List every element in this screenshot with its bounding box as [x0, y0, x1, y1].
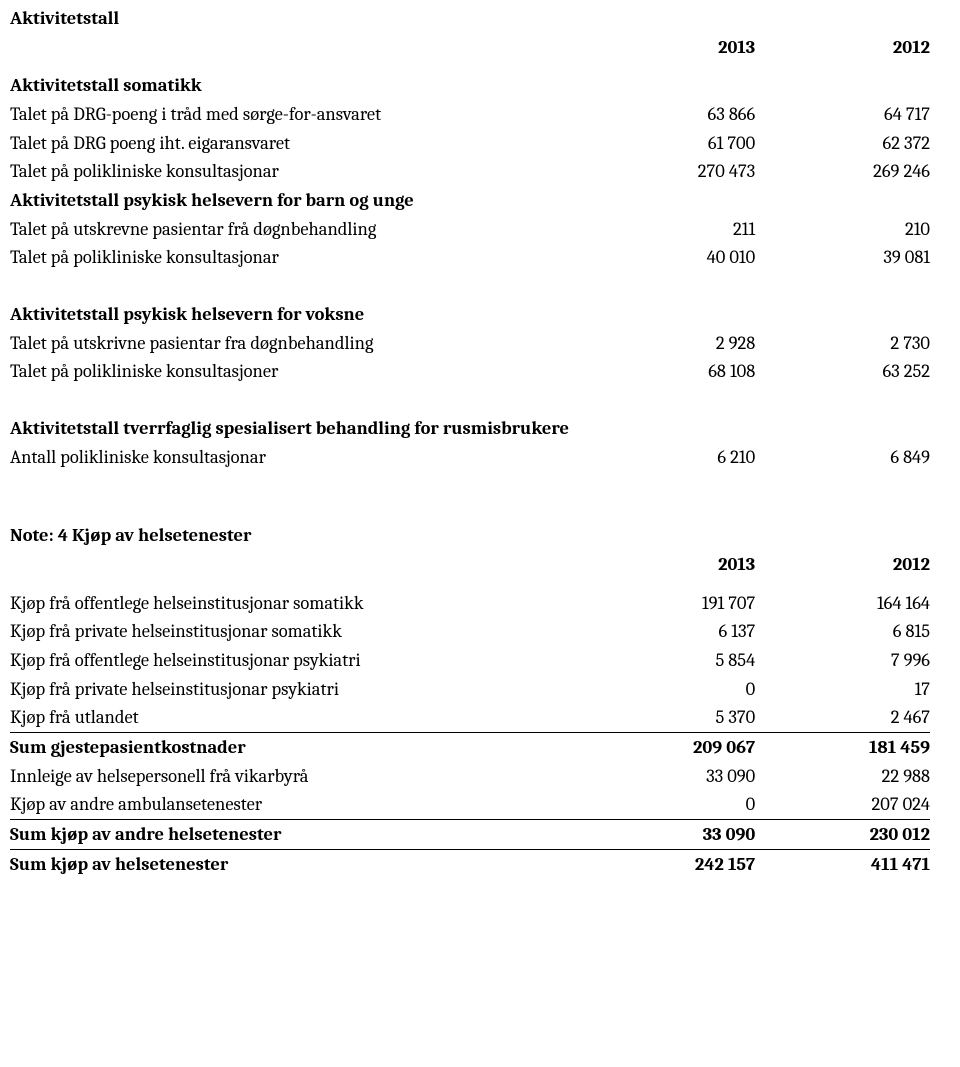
row-label: Antall polikliniske konsultasjonar — [10, 443, 580, 472]
table-row: Kjøp frå utlandet 5 370 2 467 — [10, 703, 930, 732]
sum-row: Sum kjøp av helsetenester 242 157 411 47… — [10, 849, 930, 878]
aktivitetstall-table: Aktivitetstall 2013 2012 Aktivitetstall … — [10, 4, 930, 471]
row-value: 61 700 — [580, 129, 755, 158]
table-row: Talet på DRG-poeng i tråd med sørge-for-… — [10, 100, 930, 129]
row-value: 2 928 — [580, 329, 755, 358]
row-value: 207 024 — [755, 790, 930, 819]
table-row: Kjøp frå private helseinstitusjonar soma… — [10, 617, 930, 646]
row-value: 0 — [580, 675, 755, 704]
sum-label: Sum gjestepasientkostnader — [10, 733, 580, 762]
row-value: 68 108 — [580, 357, 755, 386]
sum-label: Sum kjøp av helsetenester — [10, 849, 580, 878]
sum-row: Sum kjøp av andre helsetenester 33 090 2… — [10, 820, 930, 850]
row-label: Talet på polikliniske konsultasjoner — [10, 357, 580, 386]
row-value: 64 717 — [755, 100, 930, 129]
row-value: 5 854 — [580, 646, 755, 675]
row-label: Talet på DRG poeng iht. eigaransvaret — [10, 129, 580, 158]
section-spacer — [10, 471, 930, 521]
row-value: 6 137 — [580, 617, 755, 646]
year-header-2: 2012 — [755, 550, 930, 579]
sum-value: 181 459 — [755, 733, 930, 762]
table-row: Talet på utskrivne pasientar fra døgnbeh… — [10, 329, 930, 358]
psykisk-voksne-heading: Aktivitetstall psykisk helsevern for vok… — [10, 300, 580, 329]
row-label: Kjøp av andre ambulansetenester — [10, 790, 580, 819]
row-value: 211 — [580, 215, 755, 244]
table-row: Innleige av helsepersonell frå vikarbyrå… — [10, 762, 930, 791]
row-value: 2 467 — [755, 703, 930, 732]
row-value: 39 081 — [755, 243, 930, 272]
year-header-1: 2013 — [580, 33, 755, 62]
table-row: Kjøp av andre ambulansetenester 0 207 02… — [10, 790, 930, 819]
note4-table: Note: 4 Kjøp av helsetenester 2013 2012 … — [10, 521, 930, 878]
sum-value: 209 067 — [580, 733, 755, 762]
row-value: 210 — [755, 215, 930, 244]
table-row: Kjøp frå private helseinstitusjonar psyk… — [10, 675, 930, 704]
row-value: 5 370 — [580, 703, 755, 732]
aktivitetstall-title: Aktivitetstall — [10, 4, 580, 33]
row-value: 63 866 — [580, 100, 755, 129]
row-value: 6 210 — [580, 443, 755, 472]
row-label: Kjøp frå offentlege helseinstitusjonar s… — [10, 589, 580, 618]
row-value: 164 164 — [755, 589, 930, 618]
row-value: 7 996 — [755, 646, 930, 675]
row-value: 2 730 — [755, 329, 930, 358]
document-page: Aktivitetstall 2013 2012 Aktivitetstall … — [0, 0, 960, 908]
row-value: 0 — [580, 790, 755, 819]
somatikk-heading: Aktivitetstall somatikk — [10, 71, 580, 100]
note4-title: Note: 4 Kjøp av helsetenester — [10, 521, 580, 550]
table-row: Talet på utskrevne pasientar frå døgnbeh… — [10, 215, 930, 244]
table-row: Talet på polikliniske konsultasjonar 270… — [10, 157, 930, 186]
row-label: Talet på utskrevne pasientar frå døgnbeh… — [10, 215, 580, 244]
row-value: 33 090 — [580, 762, 755, 791]
row-value: 270 473 — [580, 157, 755, 186]
row-label: Talet på polikliniske konsultasjonar — [10, 243, 580, 272]
table-row: Kjøp frå offentlege helseinstitusjonar p… — [10, 646, 930, 675]
row-value: 17 — [755, 675, 930, 704]
sum-label: Sum kjøp av andre helsetenester — [10, 820, 580, 850]
row-value: 191 707 — [580, 589, 755, 618]
table-row: Talet på polikliniske konsultasjonar 40 … — [10, 243, 930, 272]
row-label: Talet på DRG-poeng i tråd med sørge-for-… — [10, 100, 580, 129]
row-value: 6 849 — [755, 443, 930, 472]
table-row: Talet på DRG poeng iht. eigaransvaret 61… — [10, 129, 930, 158]
sum-value: 230 012 — [755, 820, 930, 850]
year-header-1: 2013 — [580, 550, 755, 579]
rus-heading: Aktivitetstall tverrfaglig spesialisert … — [10, 414, 930, 443]
row-label: Kjøp frå offentlege helseinstitusjonar p… — [10, 646, 580, 675]
table-row: Antall polikliniske konsultasjonar 6 210… — [10, 443, 930, 472]
year-header-2: 2012 — [755, 33, 930, 62]
sum-value: 242 157 — [580, 849, 755, 878]
row-value: 63 252 — [755, 357, 930, 386]
row-label: Talet på utskrivne pasientar fra døgnbeh… — [10, 329, 580, 358]
row-label: Innleige av helsepersonell frå vikarbyrå — [10, 762, 580, 791]
table-row: Kjøp frå offentlege helseinstitusjonar s… — [10, 589, 930, 618]
row-value: 6 815 — [755, 617, 930, 646]
sum-value: 411 471 — [755, 849, 930, 878]
psykisk-barn-heading: Aktivitetstall psykisk helsevern for bar… — [10, 186, 580, 215]
row-value: 269 246 — [755, 157, 930, 186]
sum-value: 33 090 — [580, 820, 755, 850]
row-label: Talet på polikliniske konsultasjonar — [10, 157, 580, 186]
row-label: Kjøp frå private helseinstitusjonar soma… — [10, 617, 580, 646]
row-label: Kjøp frå utlandet — [10, 703, 580, 732]
row-value: 62 372 — [755, 129, 930, 158]
row-value: 40 010 — [580, 243, 755, 272]
sum-row: Sum gjestepasientkostnader 209 067 181 4… — [10, 733, 930, 762]
row-value: 22 988 — [755, 762, 930, 791]
table-row: Talet på polikliniske konsultasjoner 68 … — [10, 357, 930, 386]
row-label: Kjøp frå private helseinstitusjonar psyk… — [10, 675, 580, 704]
